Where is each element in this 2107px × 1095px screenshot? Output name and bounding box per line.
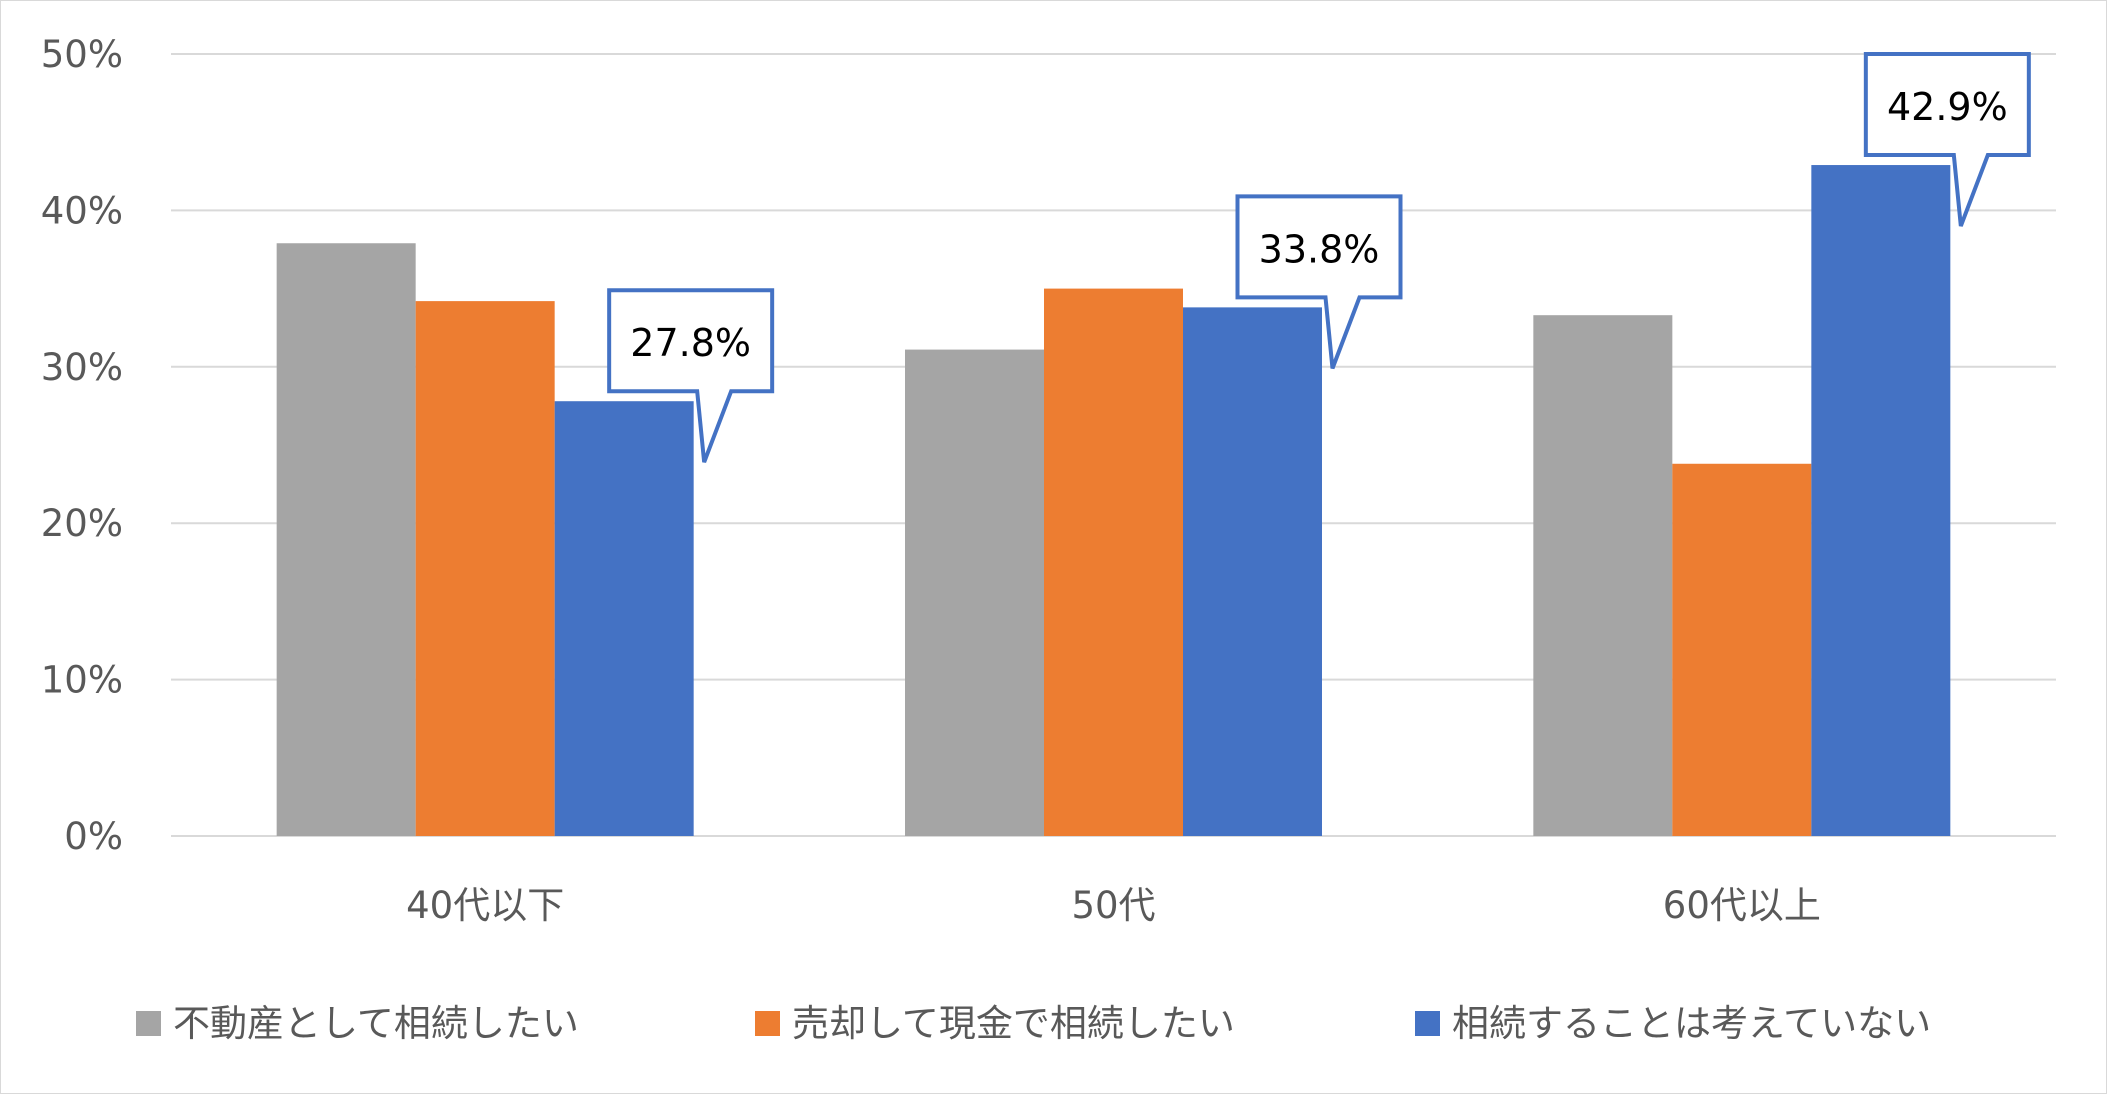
bar	[1811, 165, 1951, 836]
legend-label: 売却して現金で相続したい	[792, 1002, 1235, 1045]
x-axis-categories: 40代以下 50代 60代以上	[406, 884, 1821, 927]
callout-bubble	[607, 288, 775, 463]
x-category-label: 60代以上	[1663, 884, 1821, 927]
callout-bubble	[1863, 52, 2031, 227]
callout-label: 33.8%	[1259, 227, 1380, 271]
bar	[1183, 307, 1322, 836]
bar	[905, 349, 1044, 836]
y-axis-ticks: 0% 10% 20% 30% 40% 50%	[41, 33, 123, 858]
callout-bubble	[1235, 194, 1403, 370]
bar	[1044, 288, 1183, 837]
y-tick-label: 0%	[64, 815, 123, 858]
y-tick-label: 40%	[41, 189, 123, 232]
callout-label: 27.8%	[630, 321, 751, 365]
x-category-label: 50代	[1071, 884, 1155, 927]
y-tick-label: 10%	[41, 659, 123, 702]
bar	[415, 301, 555, 836]
legend-label: 相続することは考えていない	[1452, 1002, 1931, 1045]
bar	[276, 243, 416, 836]
legend-label: 不動産として相続したい	[173, 1002, 579, 1045]
legend-swatch	[755, 1011, 780, 1036]
x-category-label: 40代以下	[406, 884, 564, 927]
callout-label: 42.9%	[1887, 85, 2008, 129]
bar	[1533, 315, 1673, 836]
bar	[554, 401, 694, 836]
bars	[276, 165, 1951, 837]
y-tick-label: 50%	[41, 33, 123, 76]
y-tick-label: 20%	[41, 502, 123, 545]
legend: 不動産として相続したい 売却して現金で相続したい 相続することは考えていない	[136, 1002, 1931, 1045]
legend-swatch	[136, 1011, 161, 1036]
callouts: 27.8% 33.8% 42.9%	[607, 52, 2031, 463]
legend-swatch	[1415, 1011, 1440, 1036]
bar	[1672, 463, 1812, 836]
y-tick-label: 30%	[41, 346, 123, 389]
